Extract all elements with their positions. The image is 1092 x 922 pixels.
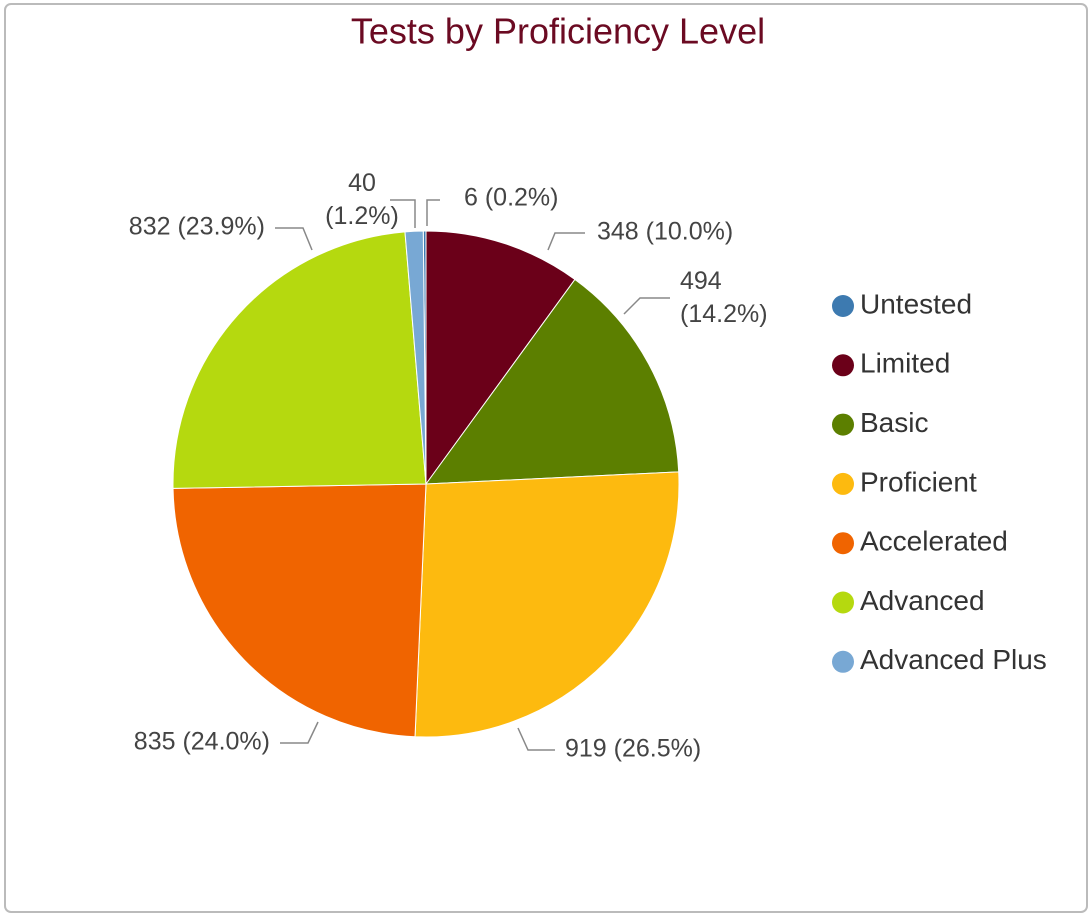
leader-line <box>623 297 670 315</box>
data-label: 40 (1.2%) <box>325 169 399 230</box>
leader-line <box>280 721 319 744</box>
pie-slice <box>172 231 427 489</box>
legend-label: Advanced Plus <box>860 644 1047 675</box>
leader-line <box>390 199 416 228</box>
legend-label: Advanced <box>860 585 985 616</box>
legend-label: Basic <box>860 407 928 438</box>
data-label: 348 (10.0%) <box>597 218 733 246</box>
leader-line <box>426 199 440 226</box>
legend-marker <box>832 650 854 673</box>
legend-label: Proficient <box>860 466 977 497</box>
data-label: 835 (24.0%) <box>134 728 270 756</box>
pie-slice <box>414 471 680 738</box>
chart-title: Tests by Proficiency Level <box>351 11 765 52</box>
leader-line <box>547 232 585 251</box>
pie-slice <box>172 483 427 738</box>
legend-label: Untested <box>860 288 972 319</box>
pie-slice <box>425 230 576 486</box>
pie-slice <box>424 278 680 485</box>
data-label: 832 (23.9%) <box>129 213 265 241</box>
data-label: 494 (14.2%) <box>680 267 768 328</box>
legend-marker <box>832 532 854 555</box>
data-label: 6 (0.2%) <box>464 184 558 212</box>
legend-label: Accelerated <box>860 526 1008 557</box>
pie-slice <box>404 230 427 485</box>
legend-marker <box>832 295 854 317</box>
legend-marker <box>832 354 854 377</box>
legend-label: Limited <box>860 348 950 379</box>
legend-marker <box>832 413 854 436</box>
legend-marker <box>832 472 854 495</box>
data-label: 919 (26.5%) <box>565 735 701 763</box>
legend-marker <box>832 591 854 614</box>
leader-line <box>517 727 555 751</box>
leader-line <box>275 227 313 251</box>
